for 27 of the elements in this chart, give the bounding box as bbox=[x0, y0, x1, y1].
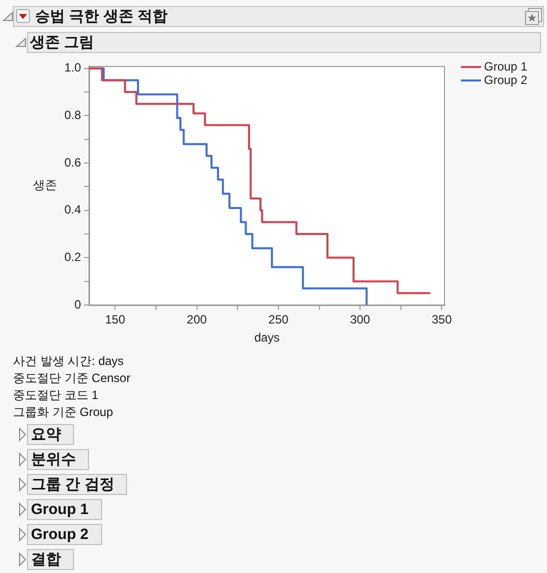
x-tick-label: 150 bbox=[105, 312, 126, 327]
y-tick-label: 0 bbox=[74, 297, 82, 312]
legend-label: Group 2 bbox=[484, 72, 528, 87]
x-tick-label: 300 bbox=[350, 312, 370, 327]
y-axis-title: 생존 bbox=[33, 178, 57, 192]
text: 중도절단 기준 Censor bbox=[13, 370, 130, 387]
text: 결합 bbox=[27, 549, 74, 570]
text: Group 1 bbox=[27, 499, 102, 520]
chart-title: 승법 극한 생존 적합 bbox=[13, 6, 544, 27]
text: 그룹 간 검정 bbox=[27, 474, 128, 495]
chart-subtitle: 생존 그림 bbox=[27, 32, 541, 53]
x-axis-title: days bbox=[254, 330, 280, 344]
x-tick-label: 250 bbox=[268, 312, 289, 327]
text: 사건 발생 시간: days bbox=[13, 353, 124, 370]
x-tick-label: 350 bbox=[432, 312, 452, 327]
x-tick-label: 200 bbox=[186, 312, 208, 327]
legend-label: Group 1 bbox=[484, 59, 528, 74]
y-tick-label: 0.6 bbox=[64, 155, 82, 170]
text: 그룹화 기준 Group bbox=[13, 404, 114, 421]
y-tick-label: 0.4 bbox=[64, 202, 82, 217]
y-tick-label: 0.2 bbox=[64, 250, 82, 264]
y-tick-label: 1.0 bbox=[64, 60, 82, 75]
y-tick-label: 0.8 bbox=[64, 108, 82, 122]
text: 중도절단 코드 1 bbox=[13, 387, 98, 404]
text: Group 2 bbox=[27, 524, 102, 545]
text: 분위수 bbox=[27, 449, 89, 470]
text: 요약 bbox=[27, 424, 74, 445]
